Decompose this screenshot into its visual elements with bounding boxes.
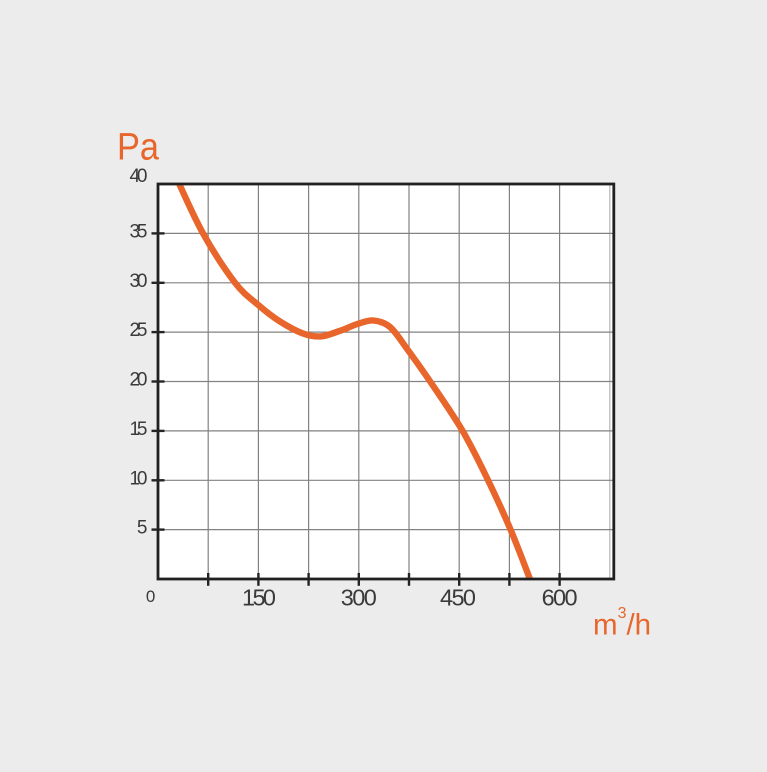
svg-text:450: 450 (440, 585, 476, 611)
svg-text:150: 150 (242, 585, 276, 611)
svg-text:35: 35 (130, 221, 148, 242)
svg-text:Pa: Pa (117, 127, 160, 169)
svg-text:20: 20 (130, 370, 148, 391)
svg-text:15: 15 (130, 419, 148, 440)
svg-text:600: 600 (542, 585, 578, 611)
svg-text:300: 300 (341, 585, 377, 611)
svg-text:0: 0 (146, 587, 155, 606)
svg-text:30: 30 (130, 271, 148, 292)
svg-text:10: 10 (130, 468, 148, 489)
svg-text:40: 40 (130, 166, 148, 187)
svg-text:25: 25 (130, 320, 148, 341)
svg-text:5: 5 (137, 518, 148, 539)
